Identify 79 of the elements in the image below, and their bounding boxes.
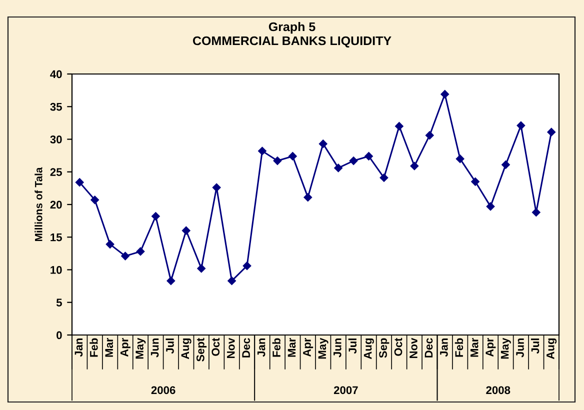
point <box>486 202 495 211</box>
point <box>471 178 480 186</box>
y-axis-title: Millions of Tala <box>34 167 42 242</box>
x-tick-label: Sept <box>196 338 207 362</box>
point <box>182 226 190 235</box>
chart-title: Graph 5 <box>268 22 316 34</box>
x-tick-label: Jun <box>516 338 524 358</box>
x-tick-label: Jul <box>166 338 174 354</box>
point <box>547 128 556 136</box>
x-tick-label: Feb <box>272 338 280 357</box>
x-tick-label: Feb <box>454 338 464 357</box>
point <box>516 121 526 130</box>
text: 2006 <box>151 386 176 394</box>
point <box>304 193 312 202</box>
point <box>364 152 373 160</box>
point <box>273 156 282 165</box>
x-tick-label: Apr <box>303 338 314 357</box>
x-tick-label: Sep <box>379 338 390 358</box>
y-tick-label: 35 <box>50 102 62 111</box>
point <box>75 178 84 186</box>
y-tick-label: 40 <box>50 70 62 78</box>
point <box>426 131 434 140</box>
point <box>90 196 99 204</box>
x-tick-label: Jan <box>74 338 83 357</box>
x-tick-label: Jul <box>530 338 540 354</box>
point <box>197 264 206 273</box>
x-tick-label: Aug <box>546 338 557 360</box>
point <box>152 212 160 220</box>
x-tick-label: May <box>318 338 328 359</box>
point <box>380 174 388 182</box>
x-tick-label: Apr <box>486 338 496 357</box>
y-tick-label: 15 <box>50 234 62 242</box>
x-tick-label: Mar <box>288 338 296 357</box>
point <box>121 252 130 260</box>
point <box>212 183 221 192</box>
x-tick-label: Aug <box>181 338 192 360</box>
x-tick-label: Oct <box>394 338 402 356</box>
x-tick-label: May <box>136 338 146 359</box>
point <box>334 164 342 172</box>
y-tick-label: 10 <box>50 266 62 274</box>
x-tick-label: Oct <box>212 338 220 356</box>
y-tick-label: 30 <box>50 136 62 144</box>
point <box>136 247 145 256</box>
point <box>242 262 252 270</box>
x-tick-label: Dec <box>242 338 250 358</box>
point <box>228 276 236 285</box>
y-tick-label: 5 <box>56 298 62 307</box>
point <box>166 276 176 285</box>
point <box>410 162 419 170</box>
x-tick-label: May <box>500 338 511 359</box>
point <box>106 240 114 248</box>
point <box>502 160 510 169</box>
x-tick-label: Aug <box>364 338 374 360</box>
x-tick-label: Jun <box>150 338 159 358</box>
point <box>258 146 266 156</box>
point <box>440 90 449 98</box>
x-tick-label: Feb <box>90 338 98 357</box>
x-tick-label: Nov <box>410 338 418 358</box>
y-tick-label: 20 <box>50 200 62 209</box>
point <box>395 122 404 130</box>
x-tick-label: Nov <box>227 338 235 358</box>
chart-subtitle: COMMERCIAL BANKS LIQUIDITY <box>192 36 392 48</box>
y-tick-label: 0 <box>56 331 62 340</box>
x-tick-label: Apr <box>120 338 130 357</box>
point <box>288 152 297 160</box>
point <box>349 156 358 165</box>
x-tick-label: Jul <box>348 338 357 354</box>
text: 2007 <box>334 386 358 394</box>
point <box>456 154 464 163</box>
x-tick-label: Mar <box>470 338 478 357</box>
point <box>318 140 328 148</box>
x-tick-label: Jun <box>334 338 342 358</box>
x-tick-label: Mar <box>105 338 114 357</box>
y-tick-label: 25 <box>50 168 62 176</box>
x-tick-label: Dec <box>424 338 433 358</box>
point <box>532 208 540 216</box>
x-tick-label: Jan <box>440 338 448 357</box>
x-tick-label: Jan <box>257 338 266 357</box>
text: 2008 <box>486 386 510 394</box>
